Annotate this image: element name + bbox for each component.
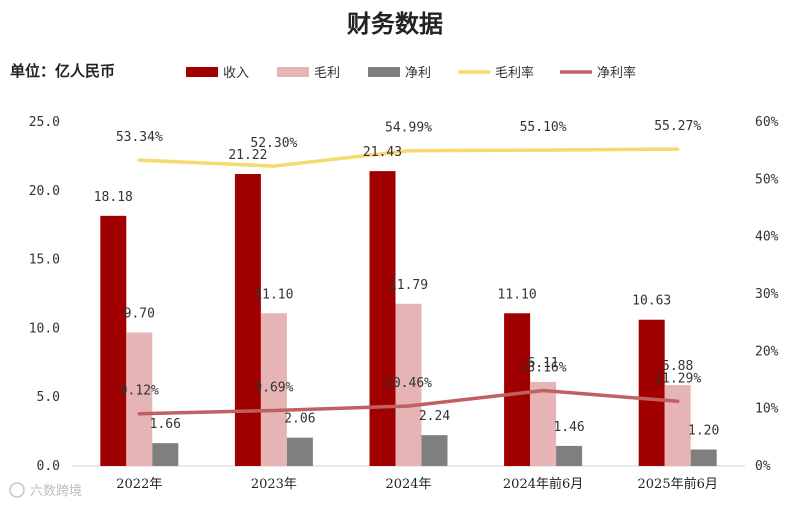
- bar-gross-profit: [260, 313, 287, 466]
- x-category-label: 2022年: [116, 477, 162, 492]
- x-category-label: 2024年前6月: [503, 476, 583, 492]
- x-category-label: 2024年: [385, 477, 431, 492]
- watermark-logo-icon: [9, 482, 25, 498]
- bar-data-label: 21.43: [363, 145, 402, 160]
- bar-net-profit: [152, 443, 179, 466]
- line-data-label: 11.29%: [654, 371, 701, 386]
- x-category-label: 2025年前6月: [638, 476, 718, 492]
- legend-label: 毛利: [314, 66, 340, 81]
- lines: [137, 147, 680, 416]
- bar-data-label: 11.79: [389, 278, 428, 293]
- y-left-tick-label: 10.0: [29, 321, 60, 336]
- bar-data-label: 9.70: [124, 307, 155, 322]
- legend-label: 净利: [405, 66, 431, 81]
- bar-data-label: 1.66: [150, 417, 181, 432]
- line-data-label: 55.27%: [654, 119, 701, 134]
- legend-label: 净利率: [597, 65, 636, 81]
- line-data-label: 54.99%: [385, 121, 432, 136]
- y-right-tick-label: 10%: [755, 402, 779, 417]
- bar-net-profit: [556, 445, 583, 466]
- y-left-tick-label: 20.0: [29, 184, 60, 199]
- line-data-label: 9.12%: [120, 384, 159, 399]
- legend-swatch: [186, 67, 218, 77]
- line-data-label: 52.30%: [250, 136, 297, 151]
- line-data-label: 9.69%: [254, 380, 293, 395]
- y-right-tick-label: 20%: [755, 344, 779, 359]
- bar-net-profit: [286, 437, 313, 466]
- y-left-tick-label: 5.0: [37, 390, 60, 405]
- line-gross-margin: [137, 147, 680, 168]
- data-labels: 18.18 21.22 21.43 11.10 10.63 9.70 11.10 11.79 6…: [94, 119, 720, 438]
- y-right-tick-label: 0%: [755, 459, 771, 474]
- bar-gross-profit: [126, 332, 153, 466]
- line-net-margin: [137, 388, 680, 416]
- y-right-tick-label: 60%: [755, 115, 779, 130]
- bar-revenue: [234, 174, 261, 466]
- axes: 0.0 5.0 10.0 15.0 20.0 25.0 0% 10% 20% 30% 40% 50% 6…: [29, 115, 779, 492]
- bar-data-label: 11.10: [498, 287, 537, 302]
- legend-swatch: [368, 67, 400, 77]
- line-data-label: 53.34%: [116, 130, 163, 145]
- line-data-label: 55.10%: [520, 120, 567, 135]
- bar-data-label: 11.10: [254, 287, 293, 302]
- legend-swatch: [277, 67, 309, 77]
- bar-data-label: 2.06: [284, 412, 315, 427]
- bar-revenue: [100, 215, 127, 466]
- bar-data-label: 1.46: [553, 420, 584, 435]
- bar-gross-profit: [664, 385, 691, 466]
- y-right-tick-label: 30%: [755, 287, 779, 302]
- line-data-label: 13.16%: [520, 361, 567, 376]
- watermark-text: 六数跨境: [30, 484, 82, 499]
- y-right-tick-label: 50%: [755, 172, 779, 187]
- bar-net-profit: [421, 435, 448, 466]
- bar-data-label: 5.88: [662, 359, 693, 374]
- y-right-tick-label: 40%: [755, 230, 779, 245]
- legend-label: 收入: [223, 66, 249, 81]
- bar-revenue: [504, 313, 531, 466]
- y-left-tick-label: 25.0: [29, 115, 60, 130]
- bar-data-label: 10.63: [632, 294, 671, 309]
- bar-data-label: 2.24: [419, 409, 450, 424]
- bar-revenue: [638, 319, 665, 466]
- bar-net-profit: [690, 449, 717, 466]
- watermark: 六数跨境: [9, 482, 82, 499]
- x-category-label: 2023年: [251, 477, 297, 492]
- legend-label: 毛利率: [495, 65, 534, 81]
- unit-label: 单位：亿人民币: [10, 62, 115, 80]
- chart-title: 财务数据: [347, 10, 443, 38]
- bars: [100, 171, 717, 466]
- bar-data-label: 1.20: [688, 423, 719, 438]
- line-data-label: 10.46%: [385, 376, 432, 391]
- bar-data-label: 18.18: [94, 190, 133, 205]
- bar-data-label: 6.11: [527, 356, 558, 371]
- y-left-tick-label: 0.0: [37, 459, 60, 474]
- bar-gross-profit: [395, 303, 422, 466]
- bar-data-label: 21.22: [228, 148, 267, 163]
- legend: 收入 毛利 净利 毛利率 净利率: [186, 65, 636, 81]
- y-left-tick-label: 15.0: [29, 253, 60, 268]
- bar-gross-profit: [530, 381, 557, 466]
- bar-revenue: [369, 171, 396, 466]
